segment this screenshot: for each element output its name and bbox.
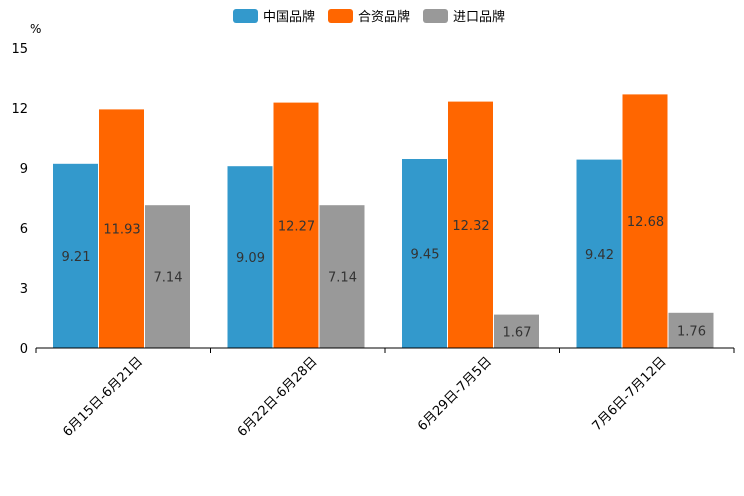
x-tick-label: 7月6日-7月12日 <box>590 354 670 434</box>
y-tick-label: 15 <box>11 42 28 57</box>
data-label: 9.45 <box>411 248 440 263</box>
legend-label: 合资品牌 <box>358 9 410 25</box>
x-tick-label: 6月29日-7月5日 <box>415 354 495 434</box>
bar <box>668 312 714 348</box>
data-label: 1.76 <box>677 324 706 339</box>
data-label: 12.32 <box>452 219 489 234</box>
x-tick-label: 6月15日-6月21日 <box>60 354 146 440</box>
data-labels: 9.21 11.93 7.14 9.09 12.27 7.14 9.45 12.32 1.67 9… <box>62 215 706 340</box>
y-axis: 0 3 6 9 12 15 <box>11 42 28 357</box>
data-label: 7.14 <box>154 271 183 286</box>
bar <box>227 166 273 348</box>
bar <box>319 205 365 348</box>
y-tick-label: 9 <box>20 162 28 177</box>
data-label: 9.09 <box>236 251 265 266</box>
bar <box>494 314 539 348</box>
legend: 中国品牌 合资品牌 进口品牌 <box>233 9 505 25</box>
bars <box>53 94 714 349</box>
bar <box>576 159 622 348</box>
bar <box>53 163 98 348</box>
bar <box>273 102 319 348</box>
data-label: 12.68 <box>627 215 664 230</box>
legend-label: 中国品牌 <box>263 9 315 25</box>
legend-swatch <box>233 9 258 23</box>
y-tick-label: 12 <box>11 102 28 117</box>
data-label: 11.93 <box>103 223 140 238</box>
data-label: 9.21 <box>62 250 91 265</box>
y-tick-label: 0 <box>20 342 28 357</box>
data-label: 1.67 <box>503 325 532 340</box>
legend-swatch <box>328 9 353 23</box>
bar <box>448 101 493 348</box>
bar <box>622 94 668 349</box>
data-label: 12.27 <box>278 219 315 234</box>
x-axis: 6月15日-6月21日 6月22日-6月28日 6月29日-7月5日 7月6日-7月1… <box>35 348 735 440</box>
legend-label: 进口品牌 <box>453 9 505 25</box>
bar <box>145 205 190 348</box>
y-tick-label: 6 <box>20 222 28 237</box>
data-label: 9.42 <box>585 248 614 263</box>
bar <box>99 109 144 349</box>
y-tick-label: 3 <box>20 282 28 297</box>
bar <box>402 159 447 348</box>
legend-swatch <box>423 9 448 23</box>
y-axis-unit-label: % <box>30 22 41 36</box>
x-tick-label: 6月22日-6月28日 <box>235 354 321 440</box>
data-label: 7.14 <box>328 271 357 286</box>
